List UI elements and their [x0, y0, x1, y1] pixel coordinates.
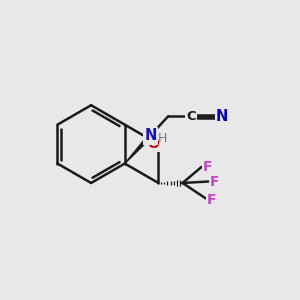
Text: F: F: [207, 193, 216, 207]
Text: N: N: [144, 128, 157, 143]
Text: C: C: [186, 110, 196, 123]
Text: F: F: [210, 175, 220, 188]
Text: H: H: [158, 132, 167, 145]
Text: F: F: [203, 160, 212, 174]
Polygon shape: [125, 138, 148, 164]
Text: N: N: [216, 109, 228, 124]
Text: O: O: [147, 137, 159, 151]
